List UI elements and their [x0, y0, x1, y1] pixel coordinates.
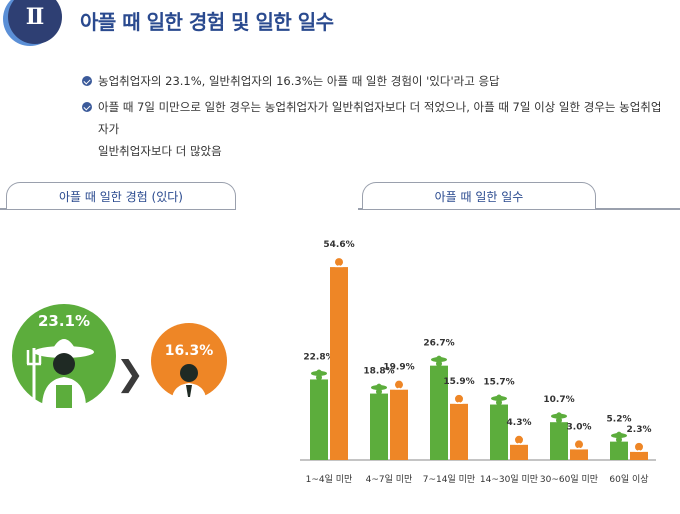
bar: [570, 449, 588, 460]
data-label: 26.7%: [423, 339, 454, 349]
farmer-hat-crown-icon: [495, 394, 503, 399]
data-label: 4.3%: [507, 418, 532, 428]
farmer-head-icon: [556, 417, 562, 424]
bullet-text-continued: 일반취업자보다 더 많았음: [98, 144, 222, 158]
worker-collar-icon: [455, 401, 463, 404]
farmer-head-icon: [436, 360, 442, 367]
experience-comparison-graphic: 23.1% ❯ 16.3%: [12, 304, 227, 408]
bullet-text: 아플 때 7일 미만으로 일한 경우는 농업취업자가 일반취업자보다 더 적었으…: [98, 100, 662, 136]
farmer-hat-crown-icon: [315, 369, 323, 374]
farmer-hat-crown-icon: [555, 412, 563, 417]
data-label: 3.0%: [567, 422, 592, 432]
data-label: 5.2%: [607, 415, 632, 425]
data-label: 18.8%: [363, 367, 394, 377]
farmer-head-icon: [496, 399, 502, 406]
bar: [310, 379, 328, 460]
x-tick-label: 14~30일 미만: [480, 474, 538, 485]
x-tick-label: 4~7일 미만: [366, 474, 413, 485]
right-panel-tab: 아플 때 일한 일수: [362, 182, 596, 209]
worker-head-icon: [635, 442, 643, 451]
data-label: 10.7%: [543, 395, 574, 405]
section-title: 아플 때 일한 경험 및 일한 일수: [80, 10, 334, 34]
data-label: 22.8%: [303, 352, 334, 362]
x-tick-label: 60일 이상: [609, 474, 648, 485]
bar: [550, 422, 568, 460]
bar: [430, 365, 448, 460]
summary-bullets: 농업취업자의 23.1%, 일반취업자의 16.3%는 아플 때 일한 경험이 …: [82, 70, 672, 166]
worker-head-icon: [575, 440, 583, 449]
worker-head-icon: [395, 380, 403, 389]
bar: [370, 393, 388, 460]
days-worked-bar-chart: 22.8% 54.6% 1~4일 미만 18.8%19.9% 4~7일 미만 26.7% 1…: [300, 240, 656, 485]
bullet-item: 농업취업자의 23.1%, 일반취업자의 16.3%는 아플 때 일한 경험이 …: [82, 70, 672, 92]
data-label: 2.3%: [627, 425, 652, 435]
bar: [490, 404, 508, 460]
worker-collar-icon: [635, 449, 643, 452]
bar: [510, 444, 528, 460]
bar: [610, 441, 628, 460]
general-worker-circle: [151, 323, 227, 399]
bar: [450, 403, 468, 460]
worker-collar-icon: [515, 442, 523, 445]
bar: [630, 451, 648, 460]
farmer-hat-crown-icon: [615, 431, 623, 436]
data-label: 15.7%: [483, 378, 514, 388]
general-worker-icon: [172, 364, 206, 399]
left-panel-tab: 아플 때 일한 경험 (있다): [6, 182, 236, 209]
greater-than-icon: ❯: [116, 354, 145, 394]
worker-head-icon: [335, 258, 343, 267]
bullet-item: 아플 때 7일 미만으로 일한 경우는 농업취업자가 일반취업자보다 더 적었으…: [82, 96, 672, 162]
farmer-value: 23.1%: [38, 312, 90, 330]
x-tick-label: 30~60일 미만: [540, 474, 598, 485]
bar: [330, 267, 348, 460]
worker-head-icon: [455, 394, 463, 403]
farmer-head-icon: [316, 374, 322, 381]
farmer-head-icon: [616, 436, 622, 443]
worker-collar-icon: [395, 387, 403, 390]
farmer-head-icon: [376, 388, 382, 395]
farmer-hat-crown-icon: [435, 355, 443, 360]
section-number-badge: Ⅱ: [8, 0, 62, 44]
check-icon: [82, 102, 92, 112]
farmer-icon: [26, 339, 94, 408]
farmer-hat-crown-icon: [375, 383, 383, 388]
general-worker-value: 16.3%: [165, 343, 214, 359]
worker-collar-icon: [335, 265, 343, 268]
data-label: 54.6%: [323, 240, 354, 250]
section-header: Ⅱ 아플 때 일한 경험 및 일한 일수: [0, 0, 680, 50]
data-label: 19.9%: [383, 363, 414, 373]
bullet-text: 농업취업자의 23.1%, 일반취업자의 16.3%는 아플 때 일한 경험이 …: [98, 74, 500, 88]
x-tick-label: 7~14일 미만: [423, 474, 475, 485]
check-icon: [82, 76, 92, 86]
worker-collar-icon: [575, 447, 583, 450]
x-tick-label: 1~4일 미만: [306, 474, 353, 485]
data-label: 15.9%: [443, 377, 474, 387]
worker-head-icon: [515, 435, 523, 444]
bar: [390, 389, 408, 460]
